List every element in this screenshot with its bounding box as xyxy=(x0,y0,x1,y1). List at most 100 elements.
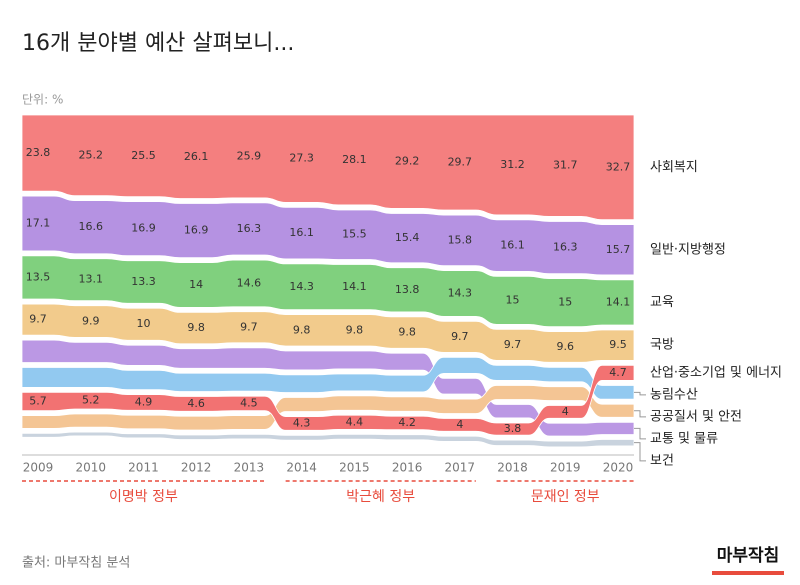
source: 출처: 마부작침 분석 xyxy=(22,556,130,571)
logo: 마부작침 xyxy=(717,545,780,566)
value-label: 13.3 xyxy=(131,275,156,288)
value-label: 4.3 xyxy=(293,416,311,429)
legend-label: 보건 xyxy=(650,453,674,468)
value-label: 29.7 xyxy=(448,156,473,169)
value-label: 14.1 xyxy=(342,280,367,293)
legend-label: 공공질서 및 안전 xyxy=(650,409,742,424)
value-label: 16.6 xyxy=(78,220,103,233)
value-label: 15 xyxy=(506,293,520,306)
ribbon xyxy=(21,339,635,437)
value-label: 9.8 xyxy=(293,323,311,336)
chart-title: 16개 분야별 예산 살펴보니... xyxy=(22,31,294,56)
logo-bar xyxy=(712,571,784,575)
value-label: 15.8 xyxy=(448,233,473,246)
value-label: 9.7 xyxy=(451,330,469,343)
value-label: 23.8 xyxy=(26,146,51,159)
value-label: 4 xyxy=(562,405,569,418)
value-label: 16.3 xyxy=(237,222,262,235)
value-label: 9.6 xyxy=(557,340,575,353)
value-label: 9.7 xyxy=(504,338,522,351)
value-label: 31.7 xyxy=(553,159,578,172)
x-tick-label: 2020 xyxy=(603,461,634,475)
unit-label: 단위: % xyxy=(22,93,63,107)
value-label: 16.1 xyxy=(500,239,525,252)
value-label: 15.7 xyxy=(606,243,631,256)
x-tick-label: 2019 xyxy=(550,461,581,475)
x-tick-label: 2017 xyxy=(445,461,476,475)
value-label: 14.1 xyxy=(606,295,631,308)
value-label: 9.8 xyxy=(187,321,205,334)
value-label: 25.2 xyxy=(78,148,103,161)
value-label: 4.2 xyxy=(398,416,416,429)
value-label: 13.1 xyxy=(78,273,103,286)
value-label: 9.9 xyxy=(82,315,100,328)
legend-label: 산업·중소기업 및 에너지 xyxy=(650,365,782,380)
value-label: 15 xyxy=(558,296,572,309)
value-label: 16.9 xyxy=(131,222,156,235)
x-tick-label: 2011 xyxy=(128,461,159,475)
period-label: 박근혜 정부 xyxy=(346,489,415,505)
ribbon xyxy=(21,431,635,448)
legend-label: 농림수산 xyxy=(650,387,698,402)
leader-line xyxy=(634,442,646,462)
value-label: 10 xyxy=(136,317,150,330)
value-label: 17.1 xyxy=(26,217,51,230)
x-tick-label: 2018 xyxy=(497,461,528,475)
legend-label: 교통 및 물류 xyxy=(650,431,718,446)
value-label: 4 xyxy=(456,418,463,431)
value-label: 9.8 xyxy=(346,323,364,336)
value-label: 14.3 xyxy=(289,280,314,293)
value-label: 15.5 xyxy=(342,228,367,241)
value-label: 9.8 xyxy=(398,326,416,339)
ribbon xyxy=(21,385,635,431)
value-label: 16.1 xyxy=(289,226,314,239)
value-label: 32.7 xyxy=(606,160,631,173)
value-label: 29.2 xyxy=(395,155,420,168)
legend-label: 사회복지 xyxy=(650,160,698,175)
value-label: 4.4 xyxy=(346,415,364,428)
value-label: 13.8 xyxy=(395,283,420,296)
value-label: 3.8 xyxy=(504,422,522,435)
legend-label: 교육 xyxy=(650,295,674,310)
value-label: 16.9 xyxy=(184,224,209,237)
x-tick-label: 2014 xyxy=(286,461,317,475)
leader-line xyxy=(634,391,646,396)
ribbon xyxy=(21,357,635,400)
value-label: 27.3 xyxy=(289,152,314,165)
x-tick-label: 2013 xyxy=(234,461,265,475)
value-label: 9.5 xyxy=(609,338,627,351)
x-tick-label: 2010 xyxy=(75,461,106,475)
value-label: 4.7 xyxy=(609,366,627,379)
x-tick-label: 2009 xyxy=(23,461,54,475)
value-label: 25.9 xyxy=(237,149,262,162)
value-label: 5.2 xyxy=(82,394,100,407)
ribbon xyxy=(21,114,635,221)
value-label: 5.7 xyxy=(29,394,47,407)
period-label: 이명박 정부 xyxy=(109,489,178,505)
ribbon xyxy=(21,303,635,363)
ribbon xyxy=(21,195,635,276)
value-label: 26.1 xyxy=(184,150,209,163)
value-label: 4.5 xyxy=(240,396,258,409)
x-tick-label: 2016 xyxy=(392,461,423,475)
value-label: 4.9 xyxy=(135,395,153,408)
value-label: 13.5 xyxy=(26,270,51,283)
legend-label: 일반·지방행정 xyxy=(650,241,726,257)
value-label: 14.6 xyxy=(237,276,262,289)
value-label: 25.5 xyxy=(131,149,156,162)
value-label: 15.4 xyxy=(395,231,420,244)
leader-line xyxy=(634,427,646,440)
ribbon xyxy=(21,365,635,436)
period-label: 문재인 정부 xyxy=(531,489,600,505)
value-label: 4.6 xyxy=(187,397,205,410)
value-label: 14.3 xyxy=(448,286,473,299)
ribbon xyxy=(21,255,635,327)
value-label: 9.7 xyxy=(240,320,258,333)
x-tick-label: 2015 xyxy=(339,461,370,475)
value-label: 16.3 xyxy=(553,241,578,254)
value-label: 31.2 xyxy=(500,158,525,171)
value-label: 14 xyxy=(189,278,203,291)
value-label: 28.1 xyxy=(342,153,367,166)
